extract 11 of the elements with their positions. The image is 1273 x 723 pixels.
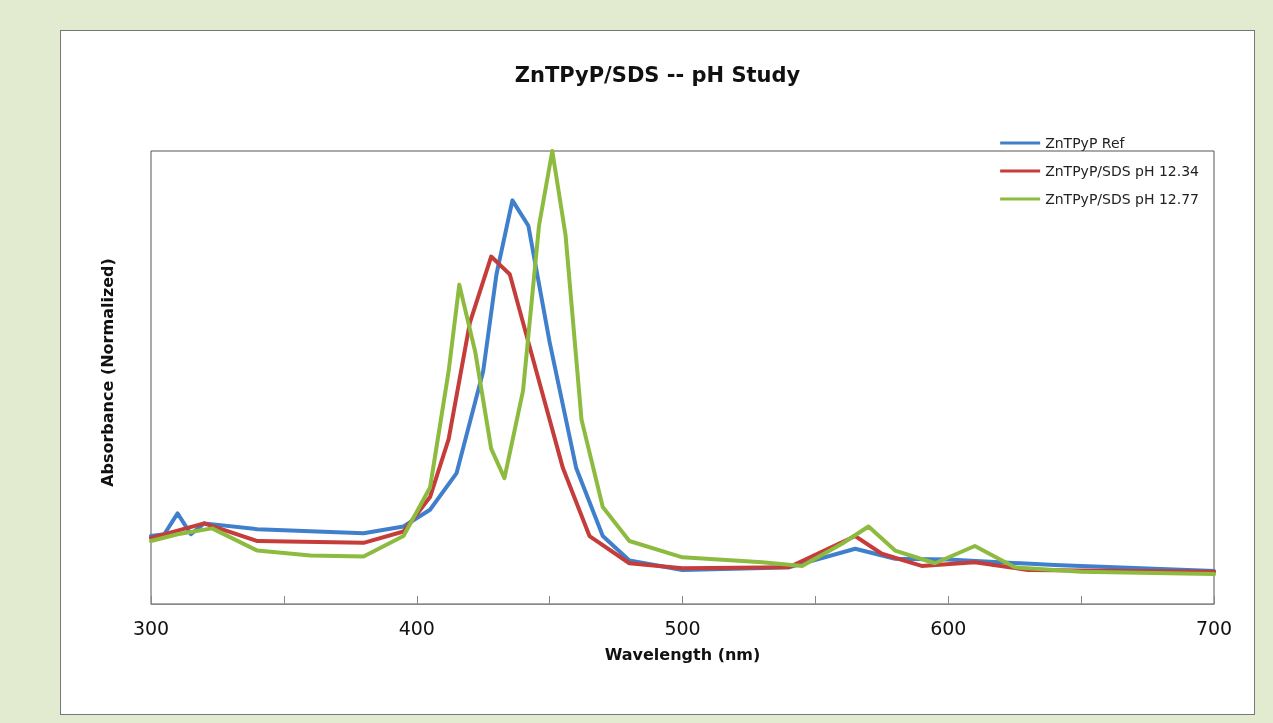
x-tick-label: 300 (132, 616, 170, 639)
chart-title: ZnTPyP/SDS -- pH Study (514, 62, 801, 87)
x-axis-title: Wavelength (nm) (604, 644, 761, 664)
legend-label: ZnTPyP/SDS pH 12.77 (1045, 191, 1200, 207)
legend-label: ZnTPyP Ref (1045, 135, 1126, 151)
x-tick-label: 700 (1195, 616, 1233, 639)
x-tick-label: 600 (930, 616, 967, 639)
x-tick-label: 500 (664, 616, 701, 639)
legend-label: ZnTPyP/SDS pH 12.34 (1045, 163, 1200, 179)
x-tick-label: 400 (398, 616, 435, 639)
y-axis-title: Absorbance (Normalized) (97, 258, 117, 487)
